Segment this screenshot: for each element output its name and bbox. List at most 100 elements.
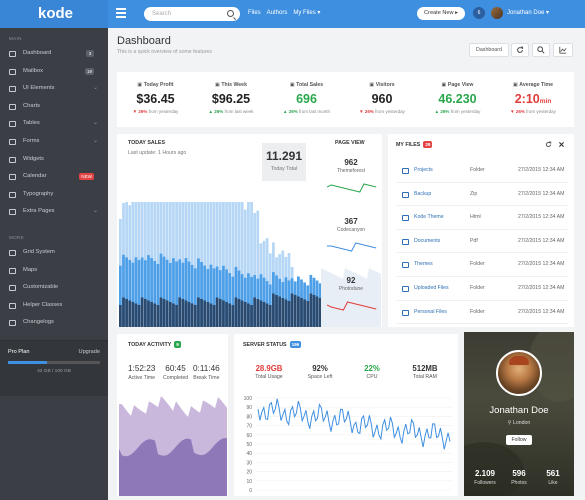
sales-bar-light — [231, 202, 235, 327]
file-name[interactable]: Kode Theme — [414, 214, 444, 221]
create-new-button[interactable]: Create New ▸ — [417, 7, 465, 20]
sidebar-item-mailbox[interactable]: Mailbox 19 — [0, 63, 108, 81]
file-date: 27/2/2015 12:34 AM — [518, 308, 565, 315]
sales-bar-dark — [175, 305, 178, 327]
sidebar-item-widgets[interactable]: Widgets — [0, 151, 108, 169]
user-menu[interactable]: Jonathan Doe ▾ — [507, 10, 550, 16]
close-icon[interactable] — [558, 141, 565, 148]
sidebar-item-label: Typography — [23, 190, 54, 197]
top-links: Files Authors My Files ▾ — [248, 9, 326, 16]
stat-2: ▣ Total Sales 696 ▲ 26% from last month — [269, 82, 344, 114]
sales-bar-dark — [172, 303, 175, 327]
refresh-icon[interactable] — [545, 141, 552, 148]
sidebar-item-typography[interactable]: Typography — [0, 186, 108, 204]
cart-icon: ▣ — [289, 82, 297, 88]
sales-bar-mid — [156, 263, 160, 327]
sidebar-item-charts[interactable]: Charts — [0, 98, 108, 116]
file-row[interactable]: Themes Folder 27/2/2015 12:34 AM — [396, 253, 568, 277]
stat-change-pct: ▲ 26% — [282, 109, 298, 114]
sidebar-item-helper-classes[interactable]: Helper Classes — [0, 297, 108, 315]
sidebar-item-ui-elements[interactable]: UI Elements ⌄ — [0, 80, 108, 98]
sales-bar-mid — [172, 258, 175, 327]
file-name[interactable]: Backup — [414, 190, 432, 197]
sidebar-item-calendar[interactable]: Calendar NEW — [0, 168, 108, 186]
stat-value: 960 — [345, 92, 420, 106]
my-files-title: MY FILES 29 — [396, 141, 433, 148]
top-link-authors[interactable]: Authors — [266, 10, 288, 16]
activity-label: Active Time — [128, 375, 156, 381]
sales-bar-mid — [222, 265, 225, 327]
sales-bar-dark — [293, 295, 297, 327]
follow-button[interactable]: Follow — [506, 435, 532, 445]
file-row[interactable]: Projects Folder 27/2/2015 12:34 AM — [396, 159, 568, 183]
sidebar-item-label: Customizable — [23, 284, 59, 291]
stat-change: ▼ 26% from yesterday — [345, 109, 420, 114]
profile-avatar[interactable] — [496, 350, 542, 396]
file-name[interactable]: Documents — [414, 237, 441, 244]
stat-change-value: 26% — [364, 109, 374, 114]
page-view-item: 962 Themeforest — [321, 158, 381, 174]
sidebar-item-forms[interactable]: Forms ⌄ — [0, 133, 108, 151]
upgrade-link[interactable]: Upgrade — [78, 349, 100, 355]
changelog-icon — [9, 320, 16, 327]
search-input[interactable]: Search — [144, 7, 240, 21]
dashboard-button[interactable]: Dashboard — [469, 43, 509, 57]
sidebar-item-tables[interactable]: Tables ⌄ — [0, 115, 108, 133]
sidebar-item-changelogs[interactable]: Changelogs — [0, 314, 108, 332]
file-row[interactable]: Backup Zip 27/2/2015 12:34 AM — [396, 183, 568, 207]
file-type: Folder — [470, 167, 485, 173]
stat-change: ▲ 26% from yesterday — [420, 109, 495, 114]
stat-label-text: Visitors — [375, 82, 395, 88]
refresh-button[interactable] — [511, 43, 529, 57]
y-tick-label: 10 — [246, 479, 252, 485]
profile-location-text: London — [512, 420, 531, 426]
y-tick-label: 70 — [246, 424, 252, 430]
activity-value: 1:52:23 — [128, 364, 156, 373]
top-link-my-files[interactable]: My Files ▾ — [293, 10, 321, 16]
page-view-sparkline — [327, 301, 377, 311]
sales-bar-mid — [178, 259, 182, 327]
file-name[interactable]: Themes — [414, 261, 433, 268]
activity-label: Break Time — [193, 375, 220, 381]
search-icon[interactable] — [227, 10, 234, 17]
sales-bar-mid — [168, 263, 172, 327]
app-logo[interactable]: kode — [0, 0, 108, 28]
menu-toggle-icon[interactable] — [116, 8, 126, 20]
sales-bar-light — [228, 202, 232, 327]
sidebar-item-label: Tables — [23, 120, 40, 127]
page-view-value: 92 — [346, 276, 356, 285]
chart-button[interactable] — [553, 43, 573, 57]
sales-bar-dark — [125, 299, 128, 327]
sidebar-item-extra-pages[interactable]: Extra Pages ⌄ — [0, 203, 108, 221]
top-link-files[interactable]: Files — [248, 10, 261, 16]
file-row[interactable]: Documents Pdf 27/2/2015 12:34 AM — [396, 230, 568, 254]
activity-count-badge: 9 — [174, 341, 181, 348]
file-row[interactable]: Uploaded Files Folder 27/2/2015 12:34 AM — [396, 277, 568, 301]
file-date: 27/2/2015 12:34 AM — [518, 237, 565, 244]
notification-badge[interactable]: 6 — [473, 7, 485, 19]
stat-change: ▲ 26% from last week — [194, 109, 269, 114]
stat-1: ▣ This Week $96.25 ▲ 26% from last week — [194, 82, 269, 114]
sales-bar-dark — [259, 300, 263, 327]
y-tick-label: 30 — [246, 460, 252, 466]
sales-bar-dark — [290, 293, 294, 327]
server-count-badge: 196 — [289, 341, 302, 348]
typography-icon — [9, 191, 16, 198]
stat-label-text: Average Time — [519, 82, 554, 88]
sales-bar-dark — [156, 305, 160, 327]
sidebar-item-grid-system[interactable]: Grid System — [0, 244, 108, 262]
file-row[interactable]: Personal Files Folder 27/2/2015 12:34 AM — [396, 301, 568, 325]
user-avatar[interactable] — [491, 7, 503, 19]
file-name[interactable]: Projects — [414, 167, 433, 173]
new-badge: NEW — [79, 173, 94, 181]
file-row[interactable]: Kode Theme Html 27/2/2015 12:34 AM — [396, 206, 568, 230]
profile-name: Jonathan Doe — [489, 405, 549, 416]
file-name[interactable]: Uploaded Files — [414, 285, 449, 291]
sales-bar-dark — [265, 303, 269, 327]
sidebar-item-dashboard[interactable]: Dashboard 3 — [0, 45, 108, 63]
file-name[interactable]: Personal Files — [414, 308, 447, 315]
sidebar-item-customizable[interactable]: Customizable — [0, 279, 108, 297]
sidebar-item-maps[interactable]: Maps — [0, 262, 108, 280]
search-button[interactable] — [532, 43, 550, 57]
